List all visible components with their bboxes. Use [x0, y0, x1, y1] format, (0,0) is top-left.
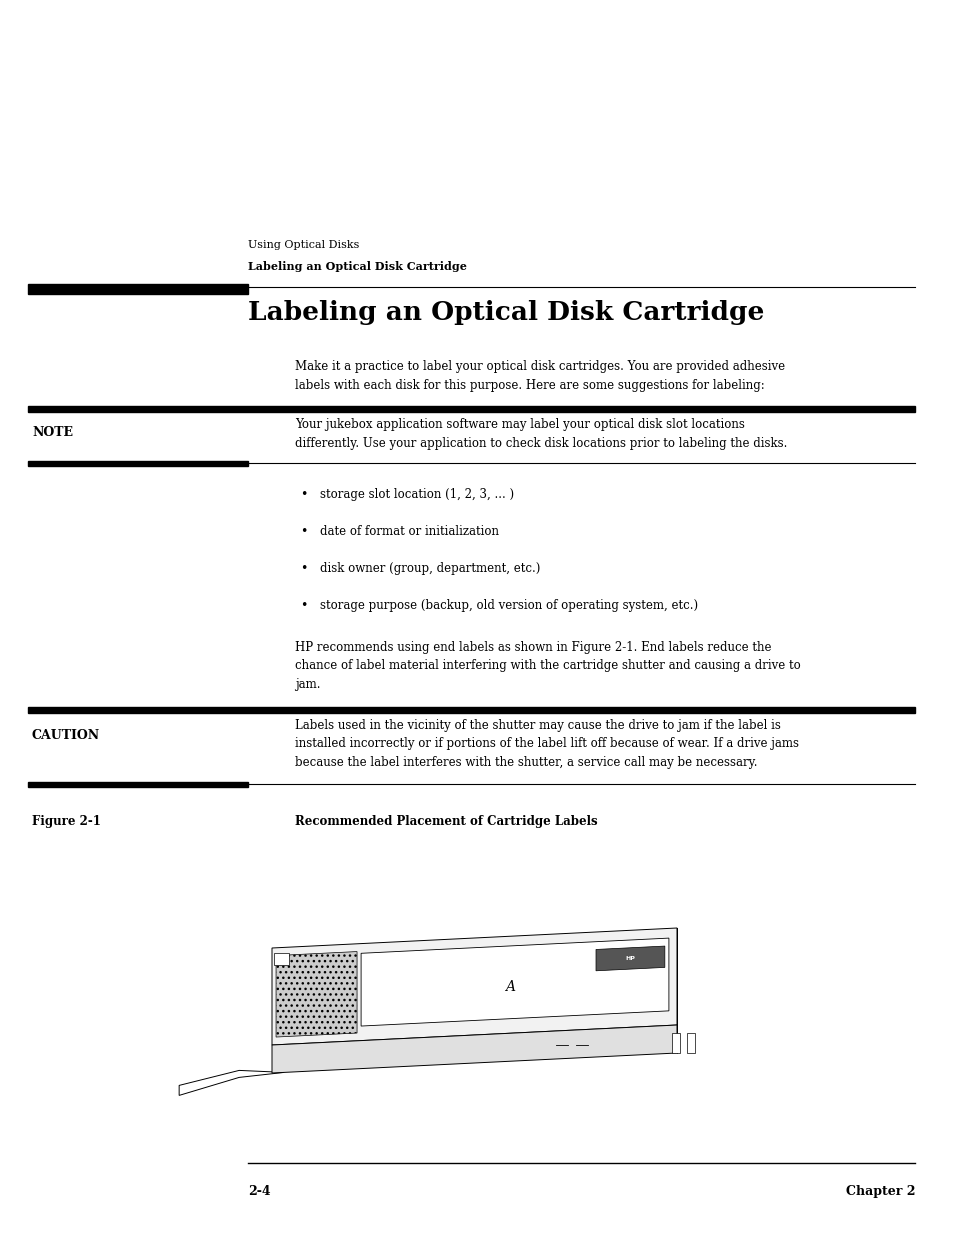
- Text: •: •: [299, 599, 307, 613]
- Text: storage slot location (1, 2, 3, ... ): storage slot location (1, 2, 3, ... ): [319, 488, 514, 501]
- Text: 2-4: 2-4: [248, 1186, 271, 1198]
- Text: Make it a practice to label your optical disk cartridges. You are provided adhes: Make it a practice to label your optical…: [294, 359, 784, 391]
- Text: Using Optical Disks: Using Optical Disks: [248, 240, 359, 249]
- Polygon shape: [272, 1025, 677, 1073]
- Text: Your jukebox application software may label your optical disk slot locations
dif: Your jukebox application software may la…: [294, 417, 786, 450]
- Text: NOTE: NOTE: [32, 426, 73, 438]
- Bar: [28, 461, 248, 466]
- Bar: [28, 706, 914, 713]
- Text: storage purpose (backup, old version of operating system, etc.): storage purpose (backup, old version of …: [319, 599, 698, 613]
- Text: •: •: [299, 562, 307, 576]
- Text: Recommended Placement of Cartridge Labels: Recommended Placement of Cartridge Label…: [294, 815, 597, 827]
- Text: date of format or initialization: date of format or initialization: [319, 525, 498, 538]
- Polygon shape: [179, 1071, 284, 1095]
- Text: disk owner (group, department, etc.): disk owner (group, department, etc.): [319, 562, 539, 576]
- Text: •: •: [299, 525, 307, 538]
- Polygon shape: [361, 939, 668, 1026]
- Bar: [274, 952, 289, 965]
- Text: Labeling an Optical Disk Cartridge: Labeling an Optical Disk Cartridge: [248, 300, 763, 325]
- Text: Chapter 2: Chapter 2: [844, 1186, 914, 1198]
- Bar: [28, 782, 248, 787]
- Bar: [686, 1032, 695, 1052]
- Text: Figure 2-1: Figure 2-1: [32, 815, 101, 827]
- Text: A: A: [504, 981, 515, 994]
- Text: •: •: [299, 488, 307, 501]
- Polygon shape: [272, 927, 677, 1045]
- Bar: [28, 284, 248, 294]
- Polygon shape: [275, 951, 356, 1037]
- Text: HP recommends using end labels as shown in Figure 2-1. End labels reduce the
cha: HP recommends using end labels as shown …: [294, 641, 800, 692]
- Bar: [671, 1032, 679, 1052]
- Polygon shape: [596, 946, 664, 971]
- Text: CAUTION: CAUTION: [32, 729, 100, 742]
- Text: Labels used in the vicinity of the shutter may cause the drive to jam if the lab: Labels used in the vicinity of the shutt…: [294, 719, 799, 769]
- Text: Labeling an Optical Disk Cartridge: Labeling an Optical Disk Cartridge: [248, 261, 466, 272]
- Text: HP: HP: [625, 956, 635, 961]
- Bar: [28, 406, 914, 412]
